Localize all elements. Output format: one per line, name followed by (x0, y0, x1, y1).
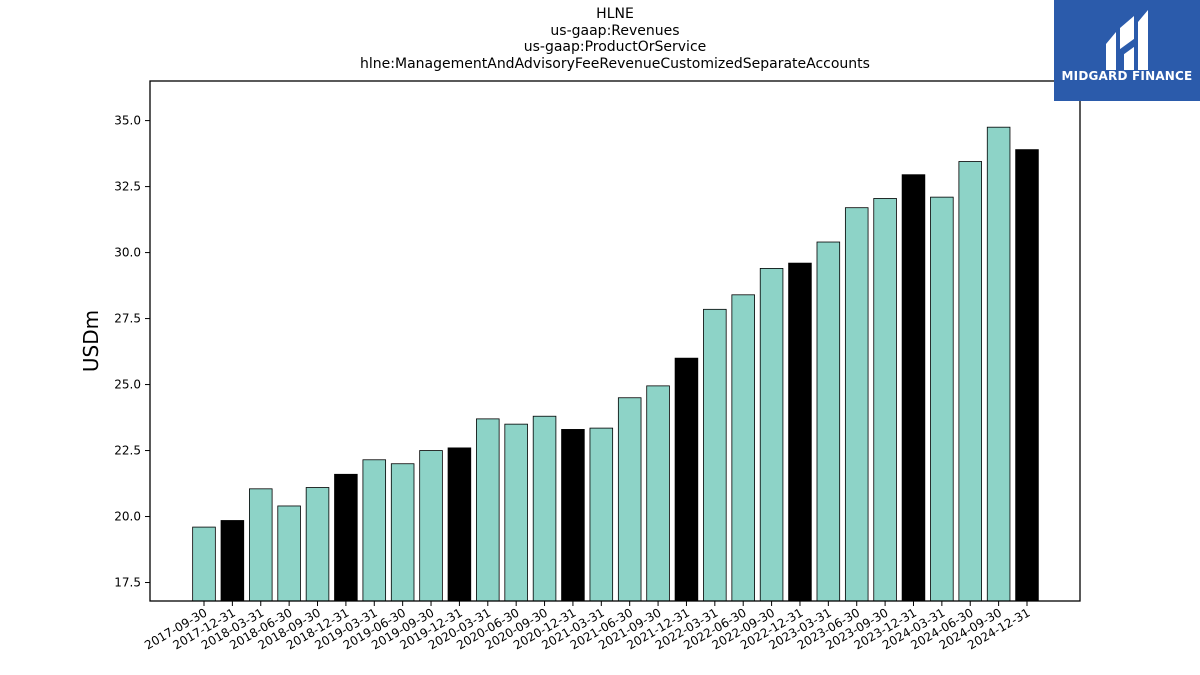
bar (589, 427, 614, 602)
y-tick-label: 30.0 (114, 246, 141, 260)
bar (873, 198, 897, 602)
bar (986, 126, 1011, 602)
bar (447, 447, 472, 602)
bar (788, 262, 812, 602)
y-axis-label: USDm (79, 310, 103, 372)
chart-title-line: HLNE (596, 6, 634, 22)
bar (277, 505, 301, 602)
bar (561, 429, 585, 602)
y-tick-label: 17.5 (114, 576, 141, 590)
bar (249, 488, 273, 602)
chart-title: HLNE us-gaap:Revenues us-gaap:ProductOrS… (150, 6, 1080, 72)
y-tick-label: 27.5 (114, 312, 141, 326)
chart-title-line: hlne:ManagementAndAdvisoryFeeRevenueCust… (360, 55, 870, 72)
bar (617, 397, 642, 602)
bar (759, 268, 784, 602)
bar (646, 385, 670, 602)
bar (362, 459, 387, 602)
bar (1015, 149, 1039, 602)
bar (930, 196, 954, 602)
bar (731, 294, 755, 602)
y-tick-label: 20.0 (114, 510, 141, 524)
bar (504, 423, 528, 602)
bar (844, 207, 869, 602)
bar (220, 520, 245, 602)
logo-mark-icon (1106, 10, 1148, 70)
bar (390, 463, 415, 602)
bar (674, 357, 699, 602)
logo-text: MIDGARD FINANCE (1061, 69, 1193, 83)
bar (703, 308, 727, 602)
bar (305, 487, 330, 602)
midgard-finance-logo: MIDGARD FINANCE (1054, 0, 1200, 101)
bar (476, 418, 500, 602)
bar (901, 174, 926, 602)
y-tick-label: 35.0 (114, 114, 141, 128)
y-tick-label: 32.5 (114, 180, 141, 194)
bar (532, 415, 557, 602)
bar (958, 161, 982, 602)
plot-frame (149, 80, 1081, 602)
chart-title-line: us-gaap:ProductOrService (523, 39, 707, 55)
y-tick-label: 22.5 (114, 444, 141, 458)
bar (334, 473, 358, 602)
chart-title-line: us-gaap:Revenues (550, 22, 680, 39)
bar (419, 450, 443, 602)
y-tick-label: 25.0 (114, 378, 141, 392)
bar (192, 526, 216, 602)
bar (816, 241, 841, 602)
